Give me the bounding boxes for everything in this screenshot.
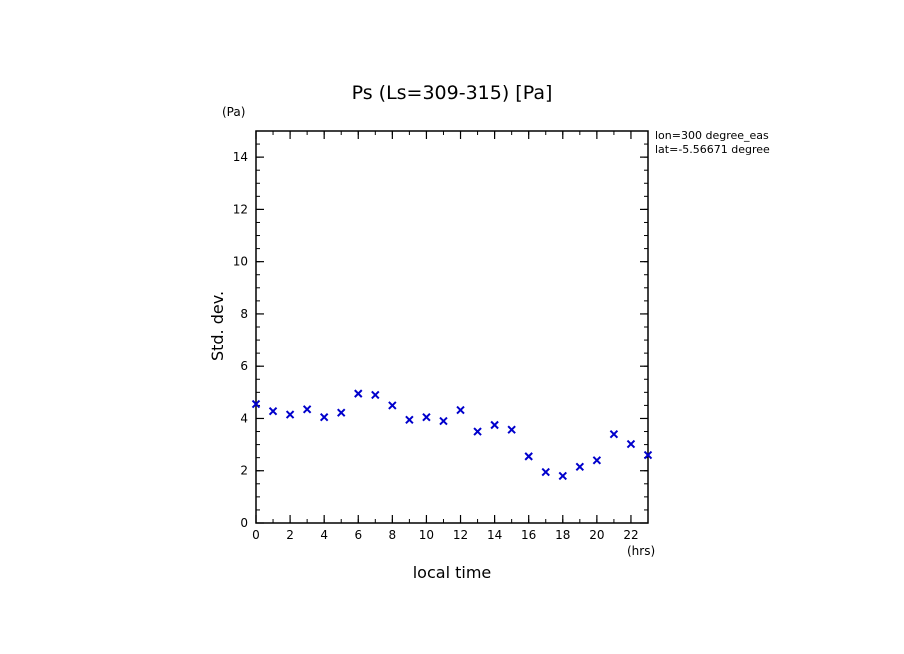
- data-point: [558, 471, 567, 481]
- data-point: [507, 425, 516, 434]
- data-point: [490, 420, 499, 430]
- x-tick-label: 20: [589, 528, 604, 542]
- data-point: [626, 439, 636, 449]
- data-point: [643, 450, 653, 460]
- data-points: [251, 389, 653, 481]
- data-point: [541, 467, 550, 477]
- data-point: [354, 389, 363, 398]
- data-point: [285, 410, 295, 419]
- data-point: [405, 415, 414, 424]
- data-point: [371, 390, 380, 400]
- data-point: [592, 456, 602, 465]
- data-point: [319, 412, 329, 422]
- y-tick-label: 2: [240, 464, 248, 478]
- data-point: [251, 399, 261, 409]
- annotation-lat: lat=-5.56671 degree: [655, 143, 770, 156]
- y-tick-label: 14: [233, 150, 248, 164]
- x-tick-label: 12: [453, 528, 468, 542]
- annotation-lon: lon=300 degree_eas: [655, 129, 769, 142]
- y-tick-label: 4: [240, 411, 248, 425]
- x-tick-label: 16: [521, 528, 536, 542]
- x-tick-label: 4: [320, 528, 328, 542]
- x-tick-label: 22: [623, 528, 638, 542]
- x-tick-label: 8: [389, 528, 397, 542]
- data-point: [575, 462, 585, 472]
- y-tick-label: 6: [240, 359, 248, 373]
- y-tick-label: 10: [233, 255, 248, 269]
- x-unit-label: (hrs): [627, 544, 655, 558]
- data-point: [388, 401, 397, 410]
- x-tick-label: 18: [555, 528, 570, 542]
- y-tick-label: 0: [240, 516, 248, 530]
- data-point: [609, 429, 619, 439]
- data-point: [337, 408, 346, 417]
- y-unit-label: (Pa): [222, 105, 245, 119]
- axis-ticks: 0 2 4 6 8 10 12 14 16 18 20 22 0 2 4 6 8 10 12 14: [233, 130, 649, 542]
- y-axis-label: Std. dev.: [208, 291, 227, 361]
- x-tick-label: 10: [419, 528, 434, 542]
- data-point: [302, 405, 312, 414]
- x-tick-label: 0: [252, 528, 260, 542]
- annotation-clip: [780, 126, 904, 160]
- x-axis-label: local time: [413, 563, 492, 582]
- data-point: [422, 412, 431, 422]
- data-point: [524, 452, 533, 461]
- x-tick-label: 14: [487, 528, 502, 542]
- chart-title: Ps (Ls=309-315) [Pa]: [352, 82, 553, 104]
- y-tick-label: 12: [233, 202, 248, 216]
- x-tick-label: 2: [286, 528, 294, 542]
- data-point: [439, 416, 448, 426]
- data-point: [473, 427, 482, 436]
- x-tick-label: 6: [354, 528, 362, 542]
- plot-frame: [255, 130, 649, 524]
- data-point: [268, 406, 278, 416]
- y-tick-label: 8: [240, 307, 248, 321]
- data-point: [456, 405, 465, 415]
